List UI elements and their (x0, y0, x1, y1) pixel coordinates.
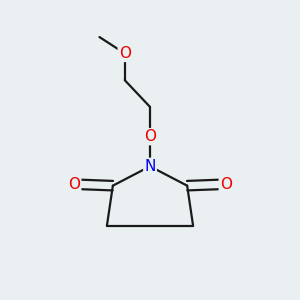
Text: N: N (144, 159, 156, 174)
Text: O: O (68, 177, 80, 192)
Text: O: O (220, 177, 232, 192)
Text: O: O (119, 46, 131, 61)
Text: O: O (144, 129, 156, 144)
